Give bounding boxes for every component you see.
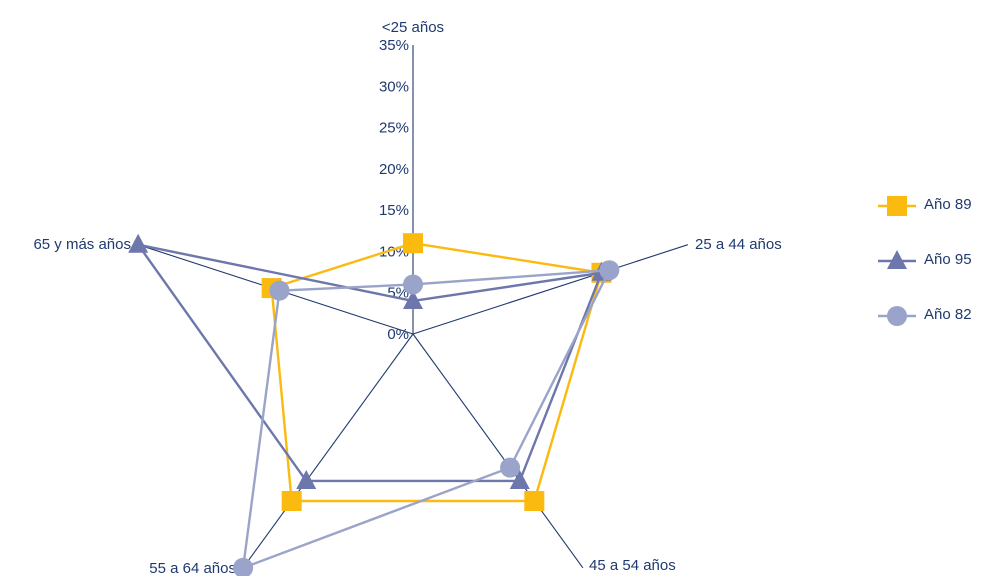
legend-marker [887, 196, 907, 216]
axis-label: 25 a 44 años [695, 236, 782, 253]
legend-marker [887, 250, 907, 269]
legend-swatch [878, 306, 916, 326]
legend-item: Año 95 [876, 247, 981, 275]
legend-item: Año 82 [876, 302, 981, 330]
tick-label: 20% [379, 161, 409, 178]
data-point [500, 457, 521, 478]
series-line [135, 242, 604, 483]
data-point [599, 260, 620, 281]
series-line [241, 268, 612, 570]
legend-label: Año 95 [924, 251, 972, 268]
data-point [403, 274, 423, 295]
series-line [270, 241, 604, 503]
axis-label: 55 a 64 años [149, 560, 236, 576]
data-point [281, 491, 302, 512]
axis-label: 45 a 54 años [589, 557, 676, 574]
data-point [524, 491, 545, 512]
data-point [269, 280, 290, 301]
legend-item: Año 89 [876, 192, 981, 220]
tick-label: 25% [379, 120, 409, 137]
tick-label: 35% [379, 37, 409, 54]
tick-label: 0% [387, 326, 409, 343]
legend-swatch [878, 250, 916, 269]
axis-line [412, 333, 584, 569]
series-triangle [128, 233, 612, 489]
axis-label: <25 años [382, 19, 444, 36]
legend-label: Año 82 [924, 306, 972, 323]
legend-marker [887, 306, 907, 326]
series-layer [128, 233, 620, 576]
data-point [296, 469, 317, 489]
data-point [233, 557, 254, 576]
tick-label: 30% [379, 78, 409, 95]
data-point [403, 289, 423, 309]
legend-swatch [878, 196, 916, 216]
axis-line [412, 244, 689, 335]
data-point [128, 233, 149, 253]
axis-label: 65 y más años [33, 236, 131, 253]
data-point [509, 469, 530, 489]
legend: Año 89 Año 95 Año 82 [876, 192, 981, 357]
axis-line [242, 333, 414, 569]
tick-label: 15% [379, 202, 409, 219]
data-point [403, 233, 423, 254]
series-circle [233, 260, 620, 576]
legend-label: Año 89 [924, 196, 972, 213]
